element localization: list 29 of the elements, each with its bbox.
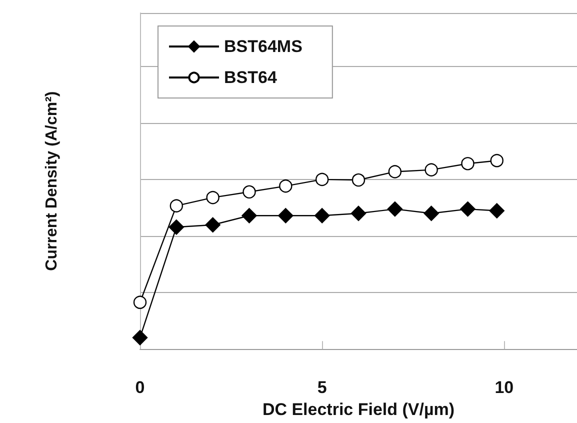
- point: [460, 201, 476, 217]
- x-axis-title: DC Electric Field (V/µm): [262, 400, 455, 419]
- point: [242, 208, 257, 224]
- point: [278, 208, 294, 224]
- x-tick-label: 5: [317, 378, 327, 398]
- point: [168, 220, 184, 235]
- point: [490, 154, 504, 168]
- point: [388, 165, 402, 178]
- point: [206, 190, 220, 204]
- point: [242, 185, 256, 198]
- point: [315, 172, 329, 186]
- point: [352, 173, 366, 187]
- point: [387, 201, 403, 217]
- point: [424, 163, 438, 176]
- point: [489, 203, 504, 218]
- x-tick-label: 0: [135, 378, 145, 398]
- point: [314, 208, 330, 224]
- point: [133, 296, 147, 309]
- point: [132, 330, 148, 346]
- legend-label: BST64: [224, 68, 278, 87]
- point: [424, 206, 439, 221]
- legend-label: BST64MS: [224, 37, 302, 56]
- y-axis-title: Current Density (A/cm²): [44, 91, 60, 271]
- point: [205, 217, 220, 232]
- x-tick-label: 10: [494, 378, 514, 398]
- point: [279, 179, 292, 193]
- point: [461, 157, 474, 170]
- point: [350, 206, 366, 221]
- point: [170, 199, 184, 212]
